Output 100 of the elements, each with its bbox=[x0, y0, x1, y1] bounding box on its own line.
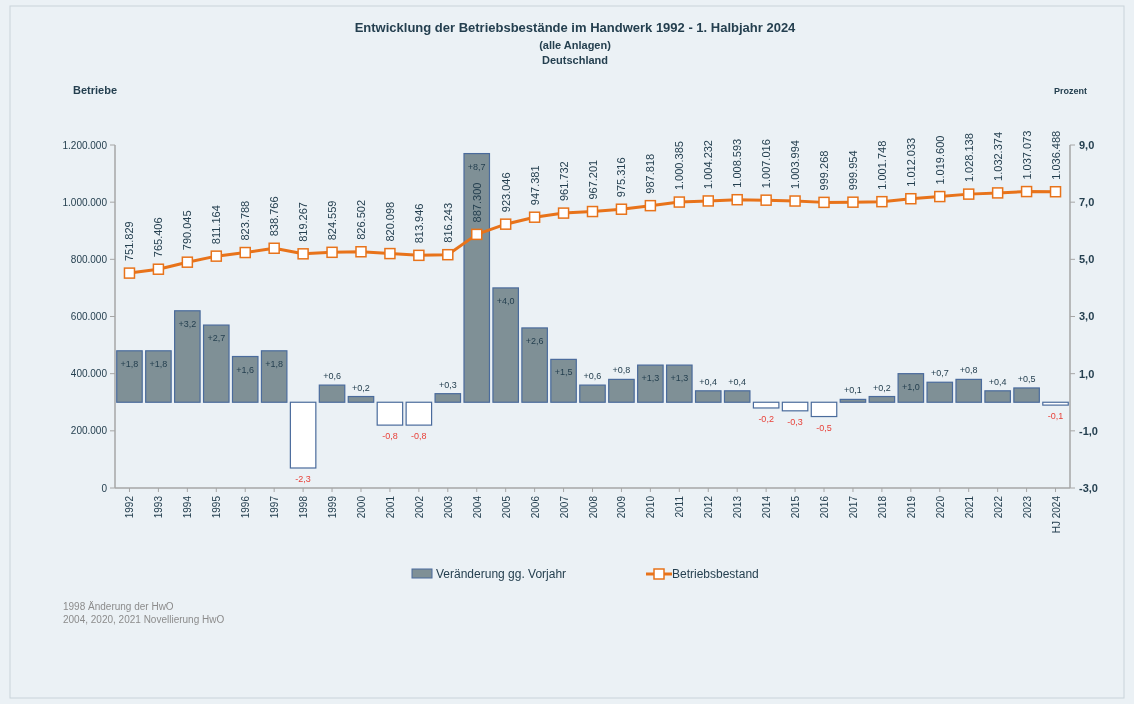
data-label: +0,6 bbox=[583, 371, 602, 382]
bar bbox=[492, 287, 520, 403]
data-label: 923.046 bbox=[499, 172, 512, 213]
y2-tick-label: -1,0 bbox=[1079, 424, 1098, 437]
point bbox=[123, 267, 136, 279]
bar bbox=[810, 401, 838, 418]
data-label: 1.036.488 bbox=[1049, 130, 1062, 180]
data-label: -2,3 bbox=[295, 473, 311, 484]
y2-axis-title: Prozent bbox=[1053, 86, 1087, 96]
data-label: 765.406 bbox=[152, 217, 165, 258]
data-label: +0,6 bbox=[323, 371, 341, 382]
x-tick-label: 2013 bbox=[732, 495, 744, 519]
bar bbox=[260, 350, 288, 403]
data-label: +0,4 bbox=[699, 376, 718, 387]
x-tick-label: 2021 bbox=[963, 495, 975, 519]
data-label: +0,3 bbox=[438, 379, 457, 390]
data-label: +3,2 bbox=[178, 318, 197, 329]
chart-subtitle: (alle Anlagen) Deutschland bbox=[539, 39, 612, 66]
x-tick-label: 2005 bbox=[500, 495, 512, 519]
data-label: 1.000.385 bbox=[673, 141, 686, 191]
data-label: 961.732 bbox=[557, 161, 570, 202]
bar bbox=[926, 381, 954, 403]
x-tick-label: 1997 bbox=[269, 495, 281, 519]
point bbox=[528, 211, 541, 223]
data-label: 1.001.748 bbox=[875, 140, 888, 190]
bar bbox=[521, 327, 548, 403]
x-tick-label: 2023 bbox=[1021, 495, 1033, 519]
y2-tick-label: 1,0 bbox=[1079, 367, 1095, 380]
y2-tick-label: 5,0 bbox=[1079, 253, 1095, 266]
point bbox=[731, 193, 743, 206]
data-label: 813.946 bbox=[412, 203, 425, 244]
bar bbox=[289, 401, 317, 469]
data-label: 987.818 bbox=[644, 153, 657, 194]
data-label: 820.098 bbox=[383, 201, 396, 242]
point bbox=[586, 205, 599, 218]
point bbox=[499, 218, 512, 230]
point bbox=[876, 195, 888, 208]
x-tick-label: HJ 2024 bbox=[1050, 495, 1062, 534]
bar bbox=[579, 384, 606, 403]
data-label: 826.502 bbox=[354, 199, 367, 240]
point bbox=[1020, 185, 1033, 198]
x-tick-label: 1998 bbox=[298, 495, 310, 519]
legend-label: Veränderung gg. Vorjahr bbox=[436, 567, 567, 582]
point bbox=[297, 248, 309, 260]
data-label: 1.004.232 bbox=[702, 140, 715, 189]
data-label: +0,4 bbox=[728, 376, 747, 387]
data-label: +1,6 bbox=[236, 364, 255, 375]
x-tick-label: 2020 bbox=[934, 495, 946, 519]
x-tick-label: 2009 bbox=[616, 495, 628, 519]
y2-tick-label: 7,0 bbox=[1079, 196, 1095, 209]
point bbox=[210, 250, 223, 262]
data-label: 823.788 bbox=[239, 200, 252, 241]
point bbox=[239, 246, 251, 259]
point bbox=[615, 203, 628, 215]
x-tick-label: 1992 bbox=[124, 495, 136, 519]
x-tick-label: 2002 bbox=[413, 495, 425, 519]
x-tick-label: 1996 bbox=[240, 495, 252, 519]
x-tick-label: 2003 bbox=[442, 495, 454, 519]
x-tick-label: 2010 bbox=[645, 495, 657, 519]
point bbox=[905, 192, 917, 205]
data-label: 751.829 bbox=[123, 221, 136, 262]
bar bbox=[868, 395, 896, 403]
x-tick-label: 2012 bbox=[703, 495, 715, 519]
bar bbox=[231, 355, 259, 403]
data-label: +2,7 bbox=[207, 333, 226, 344]
data-label: +1,8 bbox=[265, 358, 284, 369]
bar bbox=[405, 401, 433, 426]
data-label: 1.037.073 bbox=[1020, 130, 1033, 180]
text: 1998 Änderung der HwO bbox=[63, 601, 174, 612]
bar bbox=[202, 324, 230, 403]
point bbox=[673, 196, 686, 208]
bar bbox=[318, 384, 346, 403]
point bbox=[355, 246, 367, 258]
point bbox=[1049, 185, 1062, 198]
data-label: +1,8 bbox=[149, 358, 168, 369]
data-label: +1,5 bbox=[554, 367, 573, 378]
x-tick-label: 2019 bbox=[905, 495, 917, 519]
data-label: -0,8 bbox=[382, 431, 398, 442]
data-label: 816.243 bbox=[441, 202, 454, 243]
x-tick-label: 2018 bbox=[876, 495, 888, 519]
y-tick-label: 200.000 bbox=[70, 425, 108, 437]
y2-tick-label: 9,0 bbox=[1079, 138, 1095, 151]
data-label: 824.559 bbox=[326, 200, 339, 241]
y-tick-label: 800.000 bbox=[70, 253, 108, 265]
data-label: +0,7 bbox=[930, 368, 949, 379]
point bbox=[470, 228, 483, 241]
data-label: 1.003.994 bbox=[789, 140, 802, 190]
y2-tick-label: 3,0 bbox=[1079, 310, 1095, 323]
point bbox=[991, 187, 1004, 199]
x-tick-label: 2015 bbox=[790, 495, 802, 519]
bar bbox=[145, 350, 172, 403]
data-label: +0,2 bbox=[873, 382, 891, 393]
x-tick-label: 2016 bbox=[819, 495, 831, 519]
bar bbox=[434, 393, 462, 403]
point bbox=[934, 190, 946, 203]
chart-title: Entwicklung der Betriebsbestände im Handwerk 1992 - 1. Halbjahr 2024 bbox=[354, 20, 797, 35]
point bbox=[384, 247, 396, 260]
data-label: -0,1 bbox=[1047, 411, 1064, 422]
data-label: 1.028.138 bbox=[962, 133, 975, 183]
data-label: 790.045 bbox=[181, 210, 194, 251]
